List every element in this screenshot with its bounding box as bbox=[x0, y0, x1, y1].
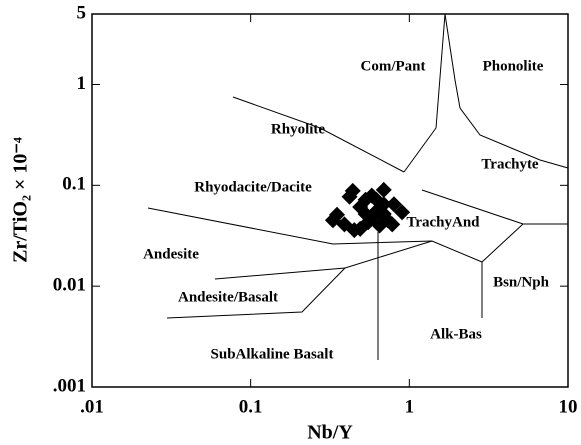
y-axis-title: Zr/TiO₂ × 10⁻⁴ bbox=[10, 137, 32, 263]
data-point bbox=[363, 187, 380, 204]
field-labels: Com/Pant Phonolite Rhyolite Trachyte Rhy… bbox=[143, 58, 550, 362]
boundary bbox=[403, 13, 446, 173]
data-point bbox=[385, 196, 402, 213]
field-label: Trachyte bbox=[481, 156, 539, 172]
y-tick-label: 5 bbox=[77, 2, 87, 23]
y-tick-label: 1 bbox=[77, 73, 87, 94]
field-label: Phonolite bbox=[483, 58, 544, 74]
data-point bbox=[328, 206, 345, 223]
data-point bbox=[375, 181, 392, 198]
data-point bbox=[394, 204, 411, 221]
y-tick-label: 0.01 bbox=[53, 275, 86, 296]
x-axis-title: Nb/Y bbox=[307, 422, 353, 444]
boundary bbox=[481, 223, 524, 318]
data-point bbox=[352, 220, 369, 237]
field-label: Rhyodacite/Dacite bbox=[194, 179, 312, 195]
field-label: Andesite/Basalt bbox=[178, 289, 278, 305]
boundary bbox=[444, 13, 569, 169]
field-label: TrachyAnd bbox=[406, 214, 480, 230]
x-tick-label: .01 bbox=[80, 396, 104, 417]
x-tick-label: 1 bbox=[405, 396, 415, 417]
field-label: Andesite bbox=[143, 246, 199, 262]
x-tick-label: 10 bbox=[559, 396, 578, 417]
data-point bbox=[336, 216, 353, 233]
y-tick-label: .001 bbox=[53, 375, 86, 396]
field-label: Com/Pant bbox=[361, 58, 426, 74]
boundary bbox=[166, 267, 346, 319]
plot-frame bbox=[91, 13, 569, 388]
field-label: SubAlkaline Basalt bbox=[211, 346, 334, 362]
field-boundaries bbox=[147, 13, 569, 360]
field-label: Alk-Bas bbox=[430, 326, 482, 342]
field-label: Bsn/Nph bbox=[493, 274, 550, 290]
boundary bbox=[232, 96, 405, 173]
y-tick-label: 0.1 bbox=[62, 174, 86, 195]
field-label: Rhyolite bbox=[271, 121, 326, 137]
data-point bbox=[341, 188, 358, 205]
boundary bbox=[214, 240, 433, 280]
data-point bbox=[371, 217, 388, 234]
x-tick-label: 0.1 bbox=[239, 396, 263, 417]
boundary bbox=[147, 207, 483, 263]
